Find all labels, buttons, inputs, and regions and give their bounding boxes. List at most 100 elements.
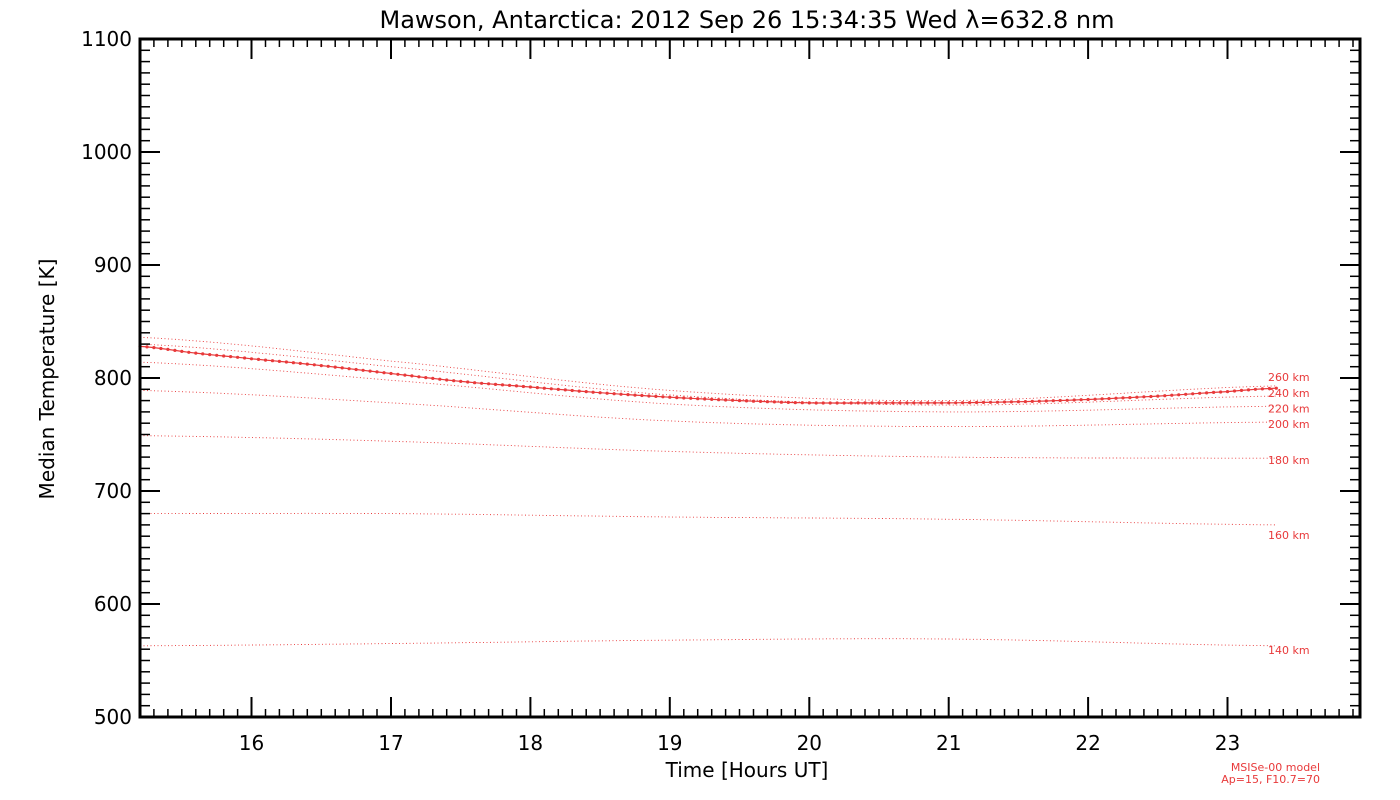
series-point: [480, 381, 484, 385]
axis-ticks: [139, 38, 1360, 718]
series-point: [591, 390, 595, 394]
series-point: [696, 397, 700, 401]
series-point: [1079, 398, 1083, 402]
series-point: [654, 394, 658, 398]
series-point: [1239, 388, 1244, 392]
series-point: [263, 358, 268, 362]
series-point: [1170, 393, 1174, 397]
series-point: [940, 401, 944, 405]
series-point: [1163, 394, 1167, 398]
series-point: [361, 368, 365, 372]
series-point: [807, 401, 811, 405]
series-point: [277, 359, 281, 363]
series-point: [619, 392, 623, 396]
model-label-240km: 240 km: [1268, 387, 1310, 400]
series-point: [1253, 387, 1257, 391]
series-point: [577, 389, 581, 393]
series-point: [473, 381, 477, 385]
series-point: [570, 388, 574, 393]
series-point: [1260, 387, 1264, 391]
series-point: [1002, 400, 1007, 404]
series-point: [1212, 390, 1216, 394]
series-point: [1246, 388, 1251, 392]
series-point: [668, 395, 672, 399]
model-curve-140km: [140, 638, 1277, 647]
model-label-140km: 140 km: [1268, 644, 1310, 657]
series-point: [215, 353, 219, 357]
series-point: [507, 383, 512, 387]
series-point: [870, 401, 874, 405]
series-point: [975, 400, 979, 405]
series-point: [995, 400, 1000, 404]
series-point: [1198, 391, 1202, 395]
y-tick-label: 600: [94, 592, 132, 616]
series-point: [598, 391, 602, 395]
series-point: [1086, 397, 1090, 402]
series-point: [222, 354, 226, 358]
model-note-line1: MSISe-00 model: [1231, 761, 1320, 774]
series-point: [1093, 397, 1097, 401]
series-point: [145, 345, 149, 349]
series-point: [528, 385, 533, 389]
x-tick-label: 20: [797, 731, 822, 755]
series-point: [284, 360, 288, 364]
series-point: [947, 401, 951, 405]
model-note-line2: Ap=15, F10.7=70: [1221, 773, 1320, 786]
series-point: [1184, 392, 1188, 396]
series-point: [452, 379, 456, 383]
series-point: [389, 371, 393, 376]
plot-frame: [138, 37, 1362, 719]
series-point: [333, 365, 337, 369]
series-point: [312, 363, 316, 367]
series-point: [710, 397, 714, 401]
series-point: [835, 401, 839, 405]
series-point: [765, 400, 770, 404]
series-point: [438, 377, 442, 381]
series-point: [500, 383, 505, 387]
series-point: [194, 351, 198, 355]
series-point: [166, 347, 170, 351]
series-point: [243, 356, 247, 360]
y-tick-label: 900: [94, 253, 132, 277]
series-point: [828, 401, 832, 405]
series-point: [640, 393, 644, 398]
series-point: [514, 384, 519, 388]
series-point: [459, 379, 463, 383]
y-tick-label: 1100: [81, 27, 132, 51]
series-point: [249, 357, 254, 361]
model-curve-220km: [139, 361, 1277, 413]
series-point: [1030, 399, 1034, 403]
series-point: [682, 396, 686, 400]
model-label-200km: 200 km: [1268, 418, 1310, 431]
series-point: [863, 401, 867, 405]
series-point: [786, 400, 790, 404]
model-curve-200km: [139, 389, 1277, 428]
x-tick-label: 21: [936, 731, 961, 755]
series-point: [961, 401, 965, 405]
series-point: [842, 401, 846, 405]
series-point: [744, 399, 749, 403]
model-curve-180km: [139, 435, 1277, 459]
y-tick-label: 1000: [81, 140, 132, 164]
series-point: [382, 371, 386, 375]
series-point: [849, 401, 853, 405]
series-point: [563, 388, 567, 392]
series-point: [298, 361, 302, 365]
series-point: [410, 374, 414, 378]
series-point: [236, 355, 240, 359]
series-point: [821, 401, 825, 405]
series-point: [1121, 396, 1125, 400]
model-curve-260km: [139, 336, 1277, 402]
series-point: [981, 400, 986, 404]
series-point: [703, 397, 707, 401]
series-point: [626, 393, 630, 397]
series-point: [1114, 396, 1118, 400]
series-point: [912, 401, 916, 405]
series-point: [368, 369, 372, 373]
series-point: [1219, 390, 1223, 394]
series-point: [1128, 396, 1132, 400]
series-point: [1156, 394, 1160, 398]
series-line-0: [139, 345, 1277, 404]
series-point: [556, 387, 560, 391]
series-point: [1100, 397, 1104, 401]
